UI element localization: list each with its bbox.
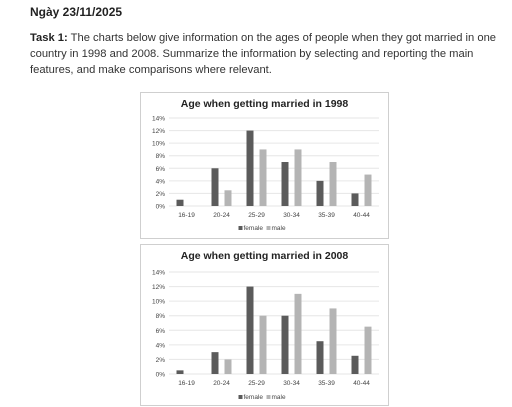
chart-title: Age when getting married in 2008 xyxy=(181,250,349,262)
y-tick-label: 10% xyxy=(152,299,165,306)
legend-label-male: male xyxy=(272,394,286,401)
bar-male-40-44 xyxy=(364,174,372,206)
legend-label-male: male xyxy=(272,225,286,232)
y-tick-label: 12% xyxy=(152,128,165,135)
bar-male-35-39 xyxy=(329,308,337,374)
legend-label-female: female xyxy=(244,394,264,401)
y-tick-label: 4% xyxy=(156,342,166,349)
y-tick-label: 0% xyxy=(156,372,166,379)
x-tick-label: 40-44 xyxy=(353,212,370,219)
x-tick-label: 20-24 xyxy=(213,212,230,219)
bar-female-25-29 xyxy=(246,130,254,206)
task-description: Task 1: The charts below give informatio… xyxy=(30,30,500,78)
x-tick-label: 30-34 xyxy=(283,212,300,219)
y-tick-label: 14% xyxy=(152,270,165,277)
bar-male-25-29 xyxy=(259,149,267,206)
y-tick-label: 12% xyxy=(152,284,165,291)
y-tick-label: 4% xyxy=(156,178,166,185)
x-tick-label: 35-39 xyxy=(318,212,335,219)
y-tick-label: 2% xyxy=(156,191,166,198)
bar-female-35-39 xyxy=(316,180,324,206)
legend-swatch-female xyxy=(238,395,243,399)
bar-male-30-34 xyxy=(294,293,302,374)
chart-2008-svg: Age when getting married in 2008 0% 2% 4% 6%… xyxy=(152,250,379,401)
task-label: Task 1: xyxy=(30,32,68,44)
bar-female-16-19 xyxy=(176,370,184,374)
x-tick-label: 30-34 xyxy=(283,380,300,387)
legend-swatch-male xyxy=(266,226,271,230)
x-tick-label: 25-29 xyxy=(248,380,265,387)
x-tick-label: 25-29 xyxy=(248,212,265,219)
bar-female-20-24 xyxy=(211,168,219,206)
chart-title: Age when getting married in 1998 xyxy=(181,98,349,110)
y-tick-label: 8% xyxy=(156,313,166,320)
bar-female-35-39 xyxy=(316,341,324,374)
x-tick-label: 40-44 xyxy=(353,380,370,387)
y-tick-label: 0% xyxy=(156,204,166,211)
bar-female-20-24 xyxy=(211,352,219,374)
y-tick-label: 14% xyxy=(152,116,165,123)
chart-1998: Age when getting married in 1998 0% 2% 4% 6%… xyxy=(140,92,389,239)
bar-male-40-44 xyxy=(364,326,372,374)
bar-female-40-44 xyxy=(351,355,359,374)
y-tick-label: 8% xyxy=(156,153,166,160)
chart-1998-svg: Age when getting married in 1998 0% 2% 4% 6%… xyxy=(152,98,379,232)
bar-male-30-34 xyxy=(294,149,302,206)
bar-female-30-34 xyxy=(281,162,289,206)
x-tick-label: 35-39 xyxy=(318,380,335,387)
chart-2008: Age when getting married in 2008 0% 2% 4% 6%… xyxy=(140,244,389,406)
legend-label-female: female xyxy=(244,225,264,232)
y-tick-label: 6% xyxy=(156,166,166,173)
legend-swatch-female xyxy=(238,226,243,230)
bar-female-40-44 xyxy=(351,193,359,206)
date-heading: Ngày 23/11/2025 xyxy=(30,5,123,19)
x-tick-label: 16-19 xyxy=(178,380,195,387)
x-tick-label: 20-24 xyxy=(213,380,230,387)
legend-swatch-male xyxy=(266,395,271,399)
y-tick-label: 10% xyxy=(152,141,165,148)
bar-female-16-19 xyxy=(176,199,184,206)
y-tick-label: 2% xyxy=(156,357,166,364)
x-tick-label: 16-19 xyxy=(178,212,195,219)
bar-female-25-29 xyxy=(246,286,254,374)
y-tick-label: 6% xyxy=(156,328,166,335)
bar-female-30-34 xyxy=(281,315,289,374)
bar-male-20-24 xyxy=(224,359,232,374)
bar-male-35-39 xyxy=(329,162,337,206)
bar-male-25-29 xyxy=(259,315,267,374)
bar-male-20-24 xyxy=(224,190,232,206)
task-text: The charts below give information on the… xyxy=(30,32,497,76)
